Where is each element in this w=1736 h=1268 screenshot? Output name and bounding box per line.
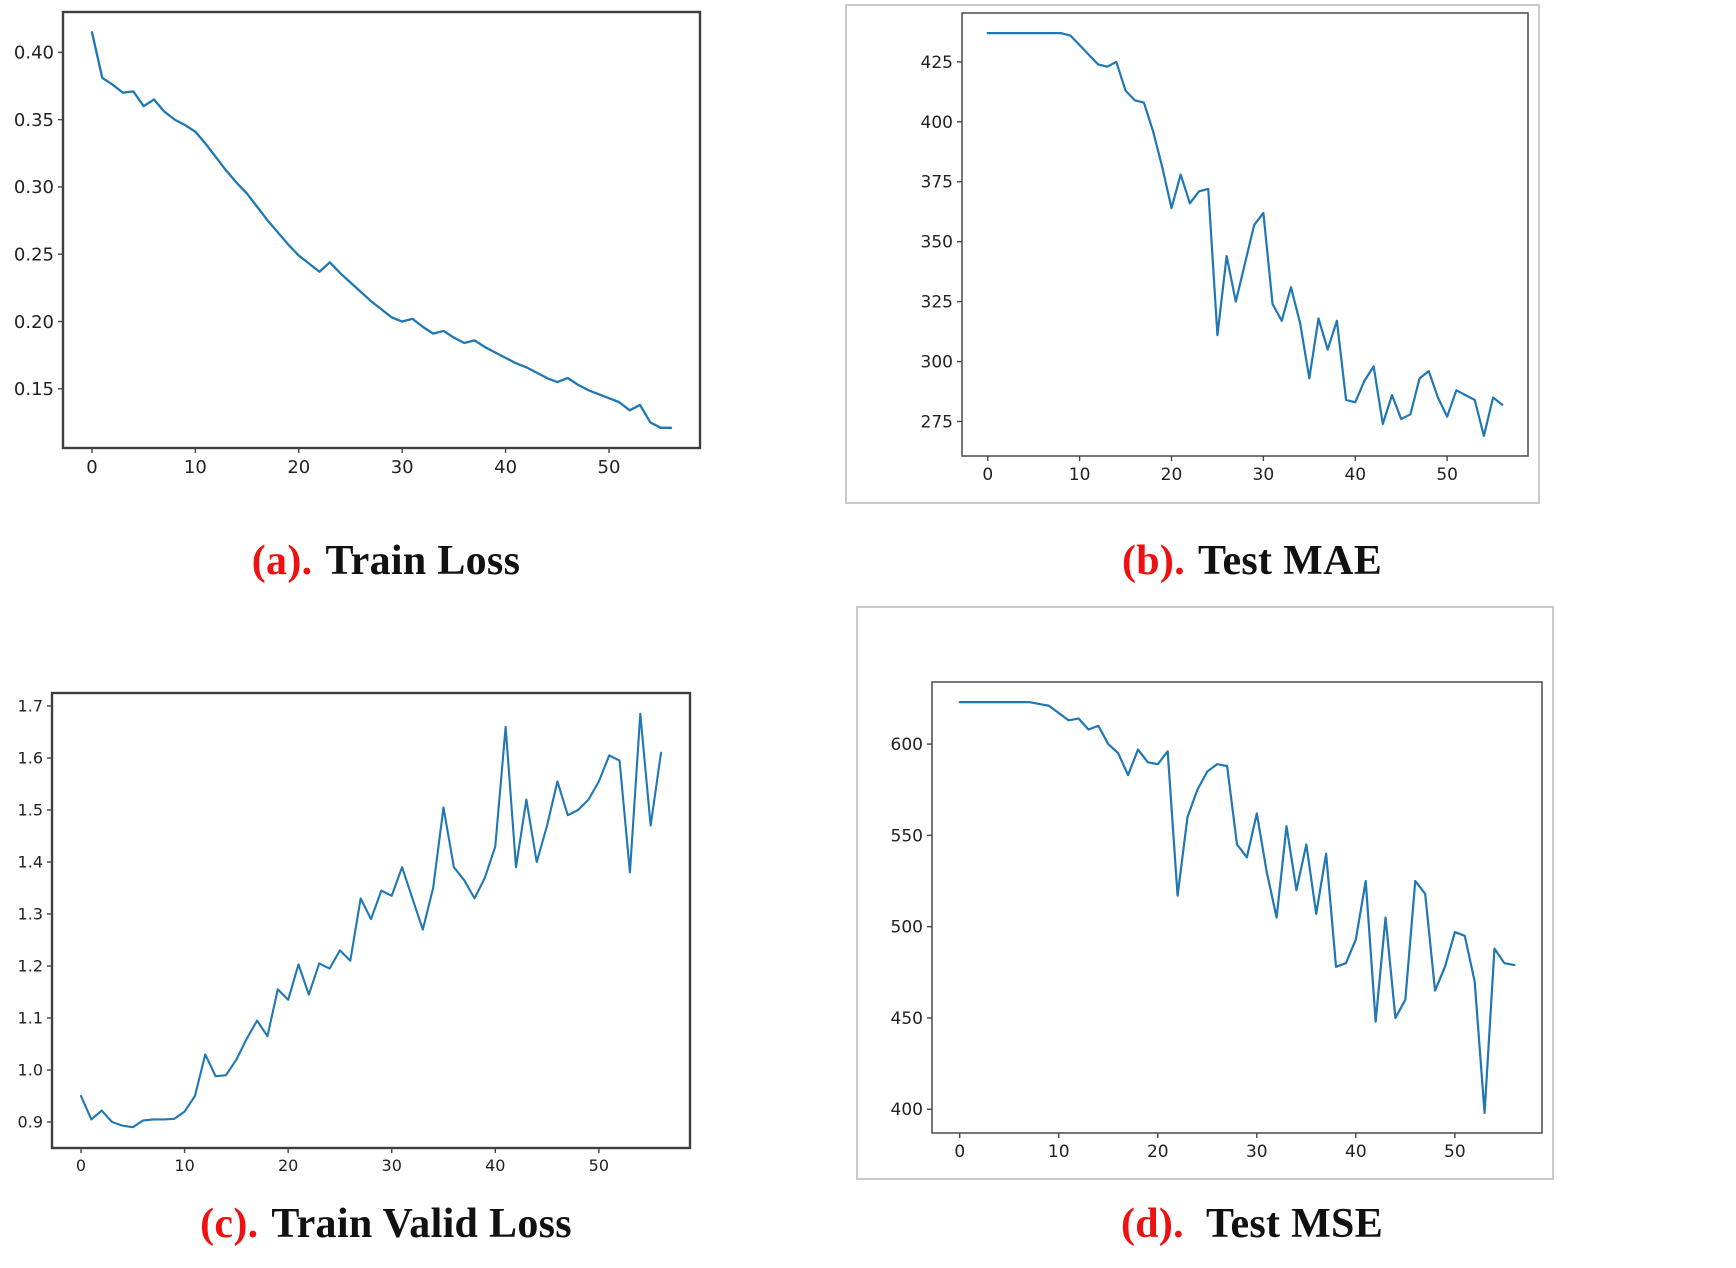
svg-text:0: 0 bbox=[76, 1156, 86, 1175]
svg-text:30: 30 bbox=[1253, 465, 1275, 485]
figure-test-mse: 0 10 20 30 40 50 600 550 500 450 400 bbox=[856, 606, 1554, 1180]
svg-text:40: 40 bbox=[1344, 465, 1366, 485]
svg-text:0.30: 0.30 bbox=[14, 177, 54, 198]
caption-d-title: Test MSE bbox=[1205, 1201, 1384, 1247]
svg-text:1.1: 1.1 bbox=[18, 1009, 43, 1028]
svg-text:1.2: 1.2 bbox=[18, 957, 43, 976]
svg-text:425: 425 bbox=[921, 53, 953, 73]
svg-text:50: 50 bbox=[598, 457, 621, 478]
svg-text:350: 350 bbox=[921, 233, 953, 253]
svg-text:50: 50 bbox=[1444, 1142, 1466, 1162]
svg-text:10: 10 bbox=[184, 457, 207, 478]
svg-text:0.25: 0.25 bbox=[14, 245, 54, 266]
caption-train-valid-loss: (c). Train Valid Loss bbox=[0, 1200, 772, 1248]
svg-text:0.9: 0.9 bbox=[18, 1113, 43, 1132]
svg-text:375: 375 bbox=[921, 173, 953, 193]
caption-a-title: Train Loss bbox=[325, 538, 521, 584]
svg-text:1.5: 1.5 bbox=[18, 801, 43, 820]
svg-text:0: 0 bbox=[954, 1142, 965, 1162]
figure-test-mae: 0 10 20 30 40 50 425 400 375 350 325 300 275 bbox=[845, 4, 1540, 504]
svg-text:20: 20 bbox=[287, 457, 310, 478]
svg-text:20: 20 bbox=[1161, 465, 1183, 485]
svg-text:10: 10 bbox=[174, 1156, 194, 1175]
caption-test-mse: (d). Test MSE bbox=[868, 1200, 1636, 1248]
svg-text:30: 30 bbox=[391, 457, 414, 478]
caption-test-mae: (b). Test MAE bbox=[868, 537, 1636, 585]
svg-text:10: 10 bbox=[1069, 465, 1091, 485]
chart-train-loss-canvas: 0 10 20 30 40 50 0.40 0.35 0.30 0.25 0.20 0.15 bbox=[14, 10, 702, 478]
svg-text:1.7: 1.7 bbox=[18, 697, 43, 716]
svg-text:500: 500 bbox=[891, 918, 923, 938]
svg-text:40: 40 bbox=[494, 457, 517, 478]
svg-text:10: 10 bbox=[1048, 1142, 1070, 1162]
caption-train-loss: (a). Train Loss bbox=[0, 537, 772, 585]
svg-text:400: 400 bbox=[921, 113, 953, 133]
svg-text:0: 0 bbox=[86, 457, 97, 478]
svg-text:0.40: 0.40 bbox=[14, 43, 54, 64]
svg-text:20: 20 bbox=[1147, 1142, 1169, 1162]
caption-d-index: (d). bbox=[1120, 1201, 1184, 1247]
svg-text:40: 40 bbox=[485, 1156, 505, 1175]
svg-text:20: 20 bbox=[278, 1156, 298, 1175]
svg-text:40: 40 bbox=[1345, 1142, 1367, 1162]
svg-text:600: 600 bbox=[891, 735, 923, 755]
svg-text:1.0: 1.0 bbox=[18, 1061, 43, 1080]
figure-train-valid-loss: 0 10 20 30 40 50 1.7 1.6 1.5 1.4 1.3 1.2 1.1 1.0 0.9 bbox=[4, 620, 704, 1200]
svg-text:1.4: 1.4 bbox=[18, 853, 43, 872]
svg-text:0.35: 0.35 bbox=[14, 110, 54, 131]
caption-b-index: (b). bbox=[1121, 538, 1185, 584]
svg-text:50: 50 bbox=[1436, 465, 1458, 485]
svg-text:400: 400 bbox=[891, 1100, 923, 1120]
caption-c-index: (c). bbox=[200, 1201, 259, 1247]
svg-text:0.20: 0.20 bbox=[14, 312, 54, 333]
chart-test-mae-canvas: 0 10 20 30 40 50 425 400 375 350 325 300 275 bbox=[845, 4, 1540, 504]
svg-text:0.15: 0.15 bbox=[14, 379, 54, 400]
svg-text:30: 30 bbox=[1246, 1142, 1268, 1162]
chart-train-valid-loss-canvas: 0 10 20 30 40 50 1.7 1.6 1.5 1.4 1.3 1.2 1.1 1.0 0.9 bbox=[18, 691, 692, 1175]
svg-text:325: 325 bbox=[921, 293, 953, 313]
svg-text:275: 275 bbox=[921, 412, 953, 432]
svg-text:300: 300 bbox=[921, 353, 953, 373]
svg-text:30: 30 bbox=[382, 1156, 402, 1175]
chart-test-mse-canvas: 0 10 20 30 40 50 600 550 500 450 400 bbox=[856, 606, 1554, 1180]
caption-b-title: Test MAE bbox=[1198, 538, 1383, 584]
svg-text:50: 50 bbox=[589, 1156, 609, 1175]
figure-train-loss: 0 10 20 30 40 50 0.40 0.35 0.30 0.25 0.20 0.15 bbox=[8, 4, 714, 496]
svg-text:1.3: 1.3 bbox=[18, 905, 43, 924]
caption-a-index: (a). bbox=[251, 538, 313, 584]
caption-c-title: Train Valid Loss bbox=[271, 1201, 572, 1247]
svg-text:450: 450 bbox=[891, 1009, 923, 1029]
svg-text:550: 550 bbox=[891, 826, 923, 846]
svg-text:1.6: 1.6 bbox=[18, 749, 43, 768]
svg-text:0: 0 bbox=[982, 465, 993, 485]
